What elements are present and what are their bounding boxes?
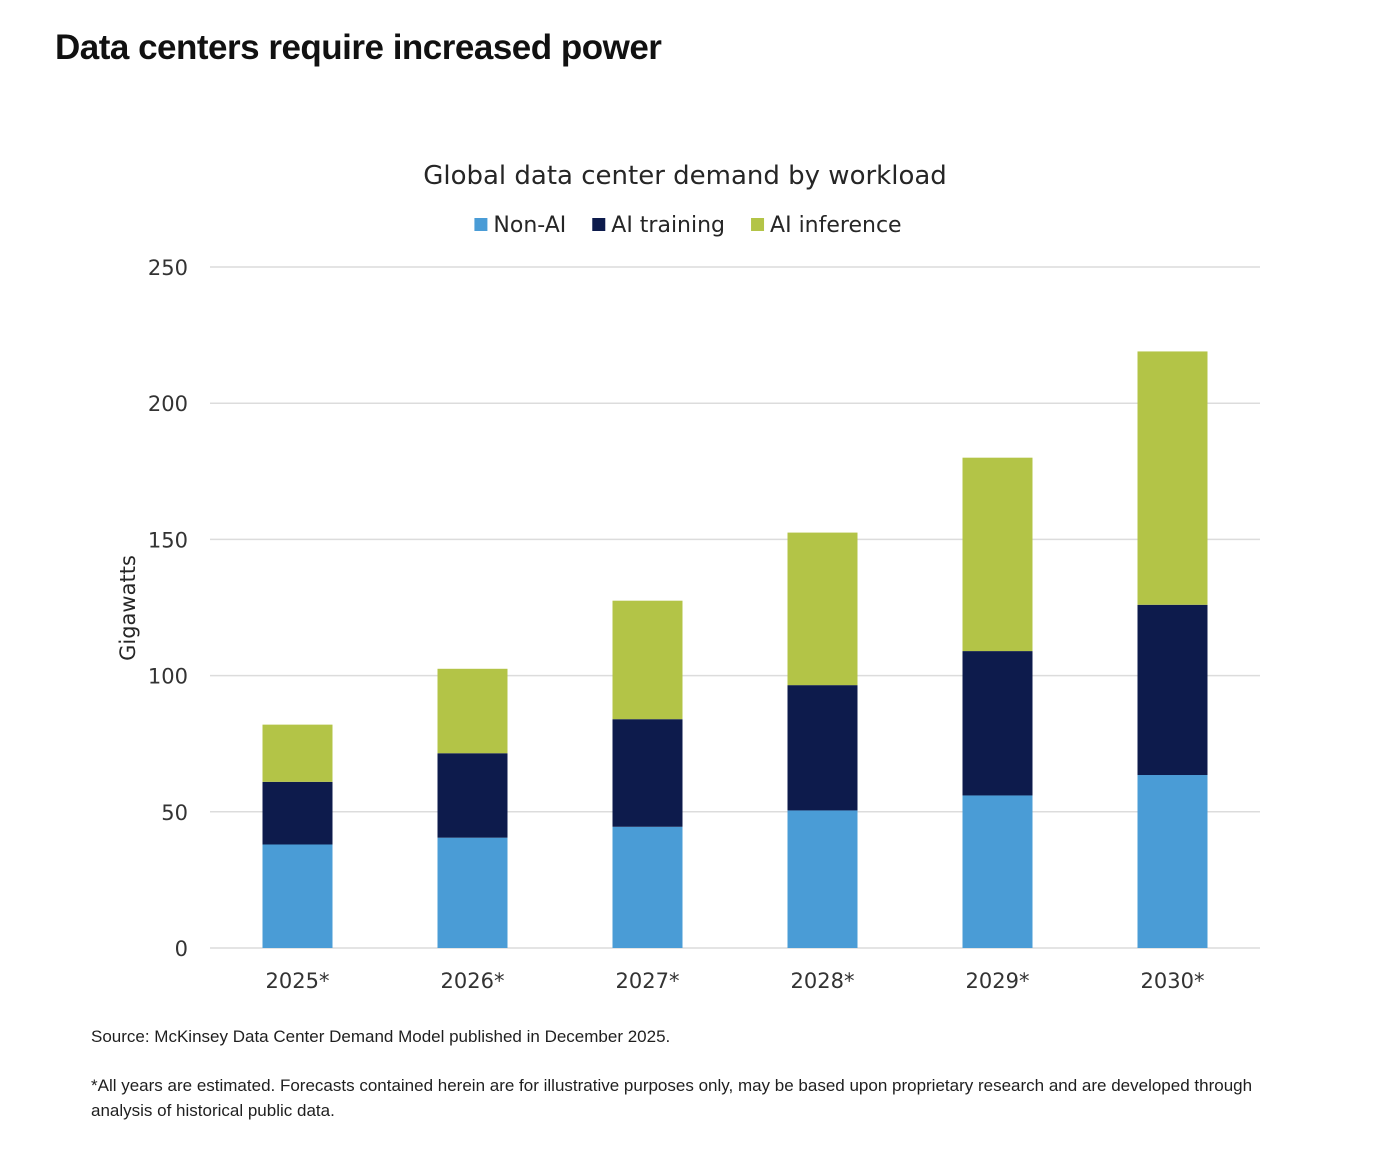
y-axis-title: Gigawatts: [116, 555, 140, 661]
x-axis-ticks: 2025* 2026* 2027* 2028* 2029* 2030*: [266, 969, 1205, 993]
page-title: Data centers require increased power: [55, 28, 662, 67]
bar-segment-1-3: [612, 826, 683, 948]
disclaimer-note: *All years are estimated. Forecasts cont…: [91, 1076, 1253, 1120]
legend-item-3: AI inference: [751, 213, 902, 238]
bar-stack-1: [262, 724, 333, 948]
legend-item-2: AI training: [592, 213, 725, 238]
bar-stack-3: [612, 600, 683, 948]
bar-segment-3-6: [1137, 351, 1208, 605]
bar-segment-2-2: [437, 753, 508, 838]
legend-item-1: Non-AI: [474, 213, 566, 238]
x-tick-label-5: 2029*: [966, 969, 1030, 993]
bar-stack-5: [962, 457, 1033, 948]
source-note: Source: McKinsey Data Center Demand Mode…: [91, 1027, 671, 1046]
bar-segment-2-5: [962, 651, 1033, 796]
bar-stacks: [262, 351, 1208, 948]
chart-legend: Non-AI AI training AI inference: [474, 213, 902, 238]
bar-segment-1-4: [787, 810, 858, 948]
legend-label-3: AI inference: [770, 213, 902, 238]
bar-stack-4: [787, 532, 858, 948]
x-tick-label-3: 2027*: [616, 969, 680, 993]
bar-stack-6: [1137, 351, 1208, 948]
bar-segment-1-1: [262, 844, 333, 948]
legend-label-2: AI training: [611, 213, 725, 238]
y-tick-label-200: 200: [148, 392, 188, 416]
bar-segment-3-2: [437, 668, 508, 754]
bar-segment-3-5: [962, 457, 1033, 652]
bar-segment-1-5: [962, 795, 1033, 948]
bar-segment-2-1: [262, 781, 333, 845]
x-tick-label-1: 2025*: [266, 969, 330, 993]
y-tick-label-0: 0: [175, 937, 188, 961]
x-tick-label-4: 2028*: [791, 969, 855, 993]
bar-segment-3-3: [612, 600, 683, 720]
y-tick-label-100: 100: [148, 665, 188, 689]
bar-segment-3-1: [262, 724, 333, 782]
y-tick-label-150: 150: [148, 528, 188, 552]
x-tick-label-6: 2030*: [1141, 969, 1205, 993]
x-tick-label-2: 2026*: [441, 969, 505, 993]
bar-segment-2-4: [787, 685, 858, 811]
legend-label-1: Non-AI: [493, 213, 566, 238]
legend-swatch-2: [592, 218, 606, 231]
legend-swatch-1: [474, 218, 488, 231]
y-gridlines: [210, 266, 1260, 949]
bar-segment-1-6: [1137, 775, 1208, 948]
bar-segment-2-3: [612, 719, 683, 827]
bar-stack-2: [437, 668, 508, 948]
bar-segment-1-2: [437, 837, 508, 948]
chart-title: Global data center demand by workload: [423, 161, 947, 191]
y-tick-label-50: 50: [161, 801, 188, 825]
y-tick-label-250: 250: [148, 256, 188, 280]
bar-segment-2-6: [1137, 604, 1208, 776]
legend-swatch-3: [751, 218, 765, 231]
bar-segment-3-4: [787, 532, 858, 686]
y-axis-ticks: 0 50 100 150 200 250: [148, 256, 188, 961]
